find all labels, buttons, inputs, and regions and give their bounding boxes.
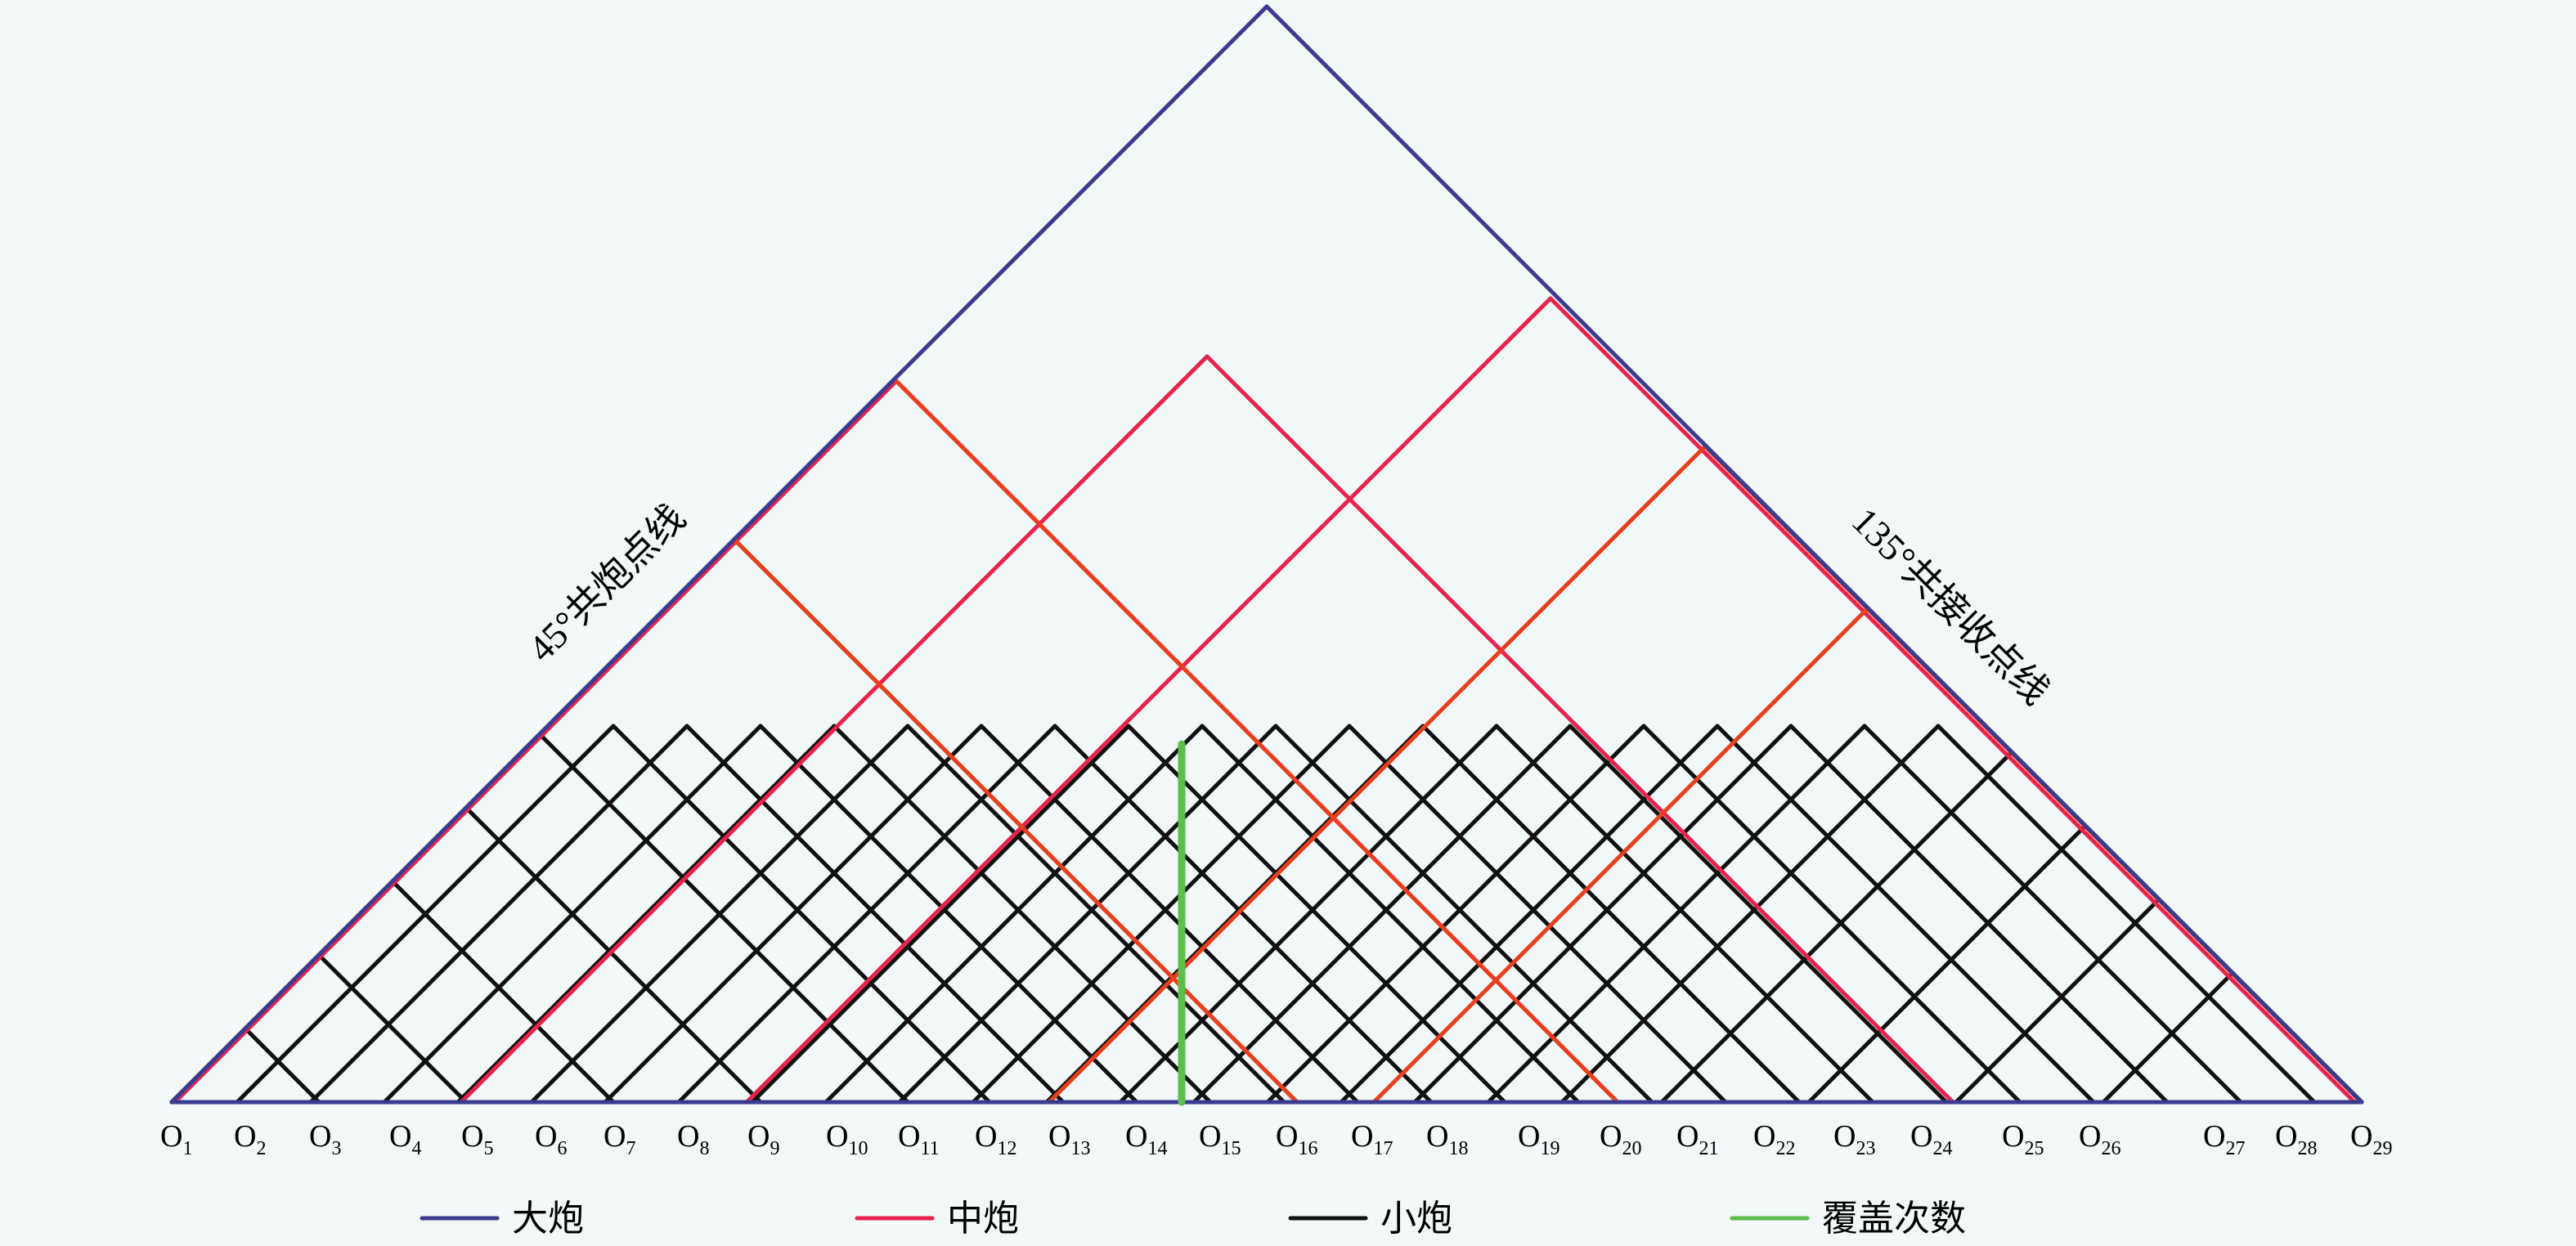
right-edge-label: 135°共接收点线 bbox=[1844, 500, 2058, 713]
small-shot-line bbox=[905, 724, 1286, 1105]
station-label: O6 bbox=[535, 1119, 567, 1159]
medium-shot-line bbox=[1371, 606, 1870, 1105]
station-label: O13 bbox=[1048, 1119, 1090, 1159]
station-label: O5 bbox=[461, 1119, 493, 1159]
legend-label: 小炮 bbox=[1380, 1199, 1452, 1239]
left-edge-label: 45°共炮点线 bbox=[520, 496, 693, 670]
station-label: O16 bbox=[1276, 1119, 1317, 1159]
small-shot-line bbox=[1200, 724, 1581, 1105]
medium-shot-line bbox=[1205, 354, 1955, 1105]
small-shot-line bbox=[971, 724, 1352, 1105]
station-label: O26 bbox=[2079, 1119, 2120, 1159]
station-label: O19 bbox=[1518, 1119, 1560, 1159]
station-label: O7 bbox=[604, 1119, 635, 1159]
small-shot-line bbox=[308, 724, 689, 1105]
small-shot-line bbox=[1806, 823, 2088, 1105]
small-shot-line bbox=[603, 724, 984, 1105]
small-shot-line bbox=[1788, 724, 2170, 1105]
station-label: O24 bbox=[1910, 1119, 1952, 1159]
station-label: O14 bbox=[1125, 1119, 1167, 1159]
station-label: O23 bbox=[1833, 1119, 1875, 1159]
legend-label: 中炮 bbox=[947, 1199, 1019, 1239]
small-shot-line bbox=[2101, 970, 2235, 1105]
small-shot-line bbox=[456, 724, 837, 1105]
medium-shot-line bbox=[894, 379, 1620, 1105]
small-shot-line bbox=[676, 724, 1057, 1105]
legend-label: 大炮 bbox=[512, 1199, 584, 1239]
small-shot-line bbox=[1862, 724, 2243, 1105]
station-label: O3 bbox=[309, 1119, 341, 1159]
small-shot-line bbox=[235, 724, 616, 1105]
small-shot-line bbox=[1339, 724, 1720, 1105]
small-shot-line bbox=[537, 732, 910, 1105]
small-shot-line bbox=[243, 1026, 321, 1105]
small-shot-line bbox=[1420, 724, 1802, 1105]
station-label: O27 bbox=[2203, 1119, 2245, 1159]
small-shot-line bbox=[1560, 724, 1941, 1105]
small-shot-line bbox=[824, 724, 1205, 1105]
small-shot-line bbox=[1192, 724, 1573, 1105]
medium-shot-line bbox=[744, 296, 1553, 1105]
medium-shot-line bbox=[1548, 296, 2357, 1105]
small-shot-line bbox=[1659, 750, 2014, 1105]
large-shot-triangle bbox=[169, 4, 2364, 1105]
station-label: O17 bbox=[1351, 1119, 1393, 1159]
station-label: O11 bbox=[898, 1119, 940, 1159]
station-label: O29 bbox=[2350, 1119, 2392, 1159]
station-label: O15 bbox=[1199, 1119, 1241, 1159]
small-shot-line bbox=[1715, 724, 2096, 1105]
medium-shot-line bbox=[459, 354, 1209, 1105]
station-label: O28 bbox=[2275, 1119, 2317, 1159]
station-label: O20 bbox=[1600, 1119, 1641, 1159]
small-shot-line bbox=[1954, 897, 2161, 1105]
small-shot-line bbox=[464, 805, 763, 1105]
station-label: O22 bbox=[1753, 1119, 1795, 1159]
large-shot-left-edge bbox=[169, 4, 1269, 1105]
medium-shot-line bbox=[1047, 444, 1708, 1105]
station-label: O4 bbox=[389, 1119, 421, 1159]
station-label: O25 bbox=[2002, 1119, 2044, 1159]
medium-shot-line bbox=[173, 379, 899, 1105]
legend: 大炮 中炮 小炮 覆盖次数 bbox=[420, 1199, 1966, 1239]
small-shot-line bbox=[1118, 724, 1499, 1105]
small-shot-line bbox=[1412, 724, 1793, 1105]
small-shot-lines bbox=[169, 724, 2364, 1105]
small-shot-line bbox=[611, 724, 992, 1105]
small-shot-line bbox=[1486, 724, 1867, 1105]
small-shot-line bbox=[758, 724, 1139, 1105]
small-shot-line bbox=[529, 724, 910, 1105]
station-label: O2 bbox=[234, 1119, 266, 1159]
station-label: O1 bbox=[160, 1119, 192, 1159]
small-shot-line bbox=[316, 952, 469, 1105]
small-shot-line bbox=[1494, 724, 1875, 1105]
small-shot-line bbox=[390, 879, 616, 1105]
small-shot-line bbox=[1052, 724, 1434, 1105]
station-labels: O1 O2 O3 O4 O5 O6 O7 O8 O9 O10 O11 O12 O13 O14 O15 O16 O… bbox=[160, 1119, 2392, 1159]
medium-shot-line bbox=[732, 537, 1299, 1105]
station-label: O12 bbox=[975, 1119, 1016, 1159]
small-shot-line bbox=[1265, 724, 1646, 1105]
station-label: O8 bbox=[677, 1119, 709, 1159]
small-shot-line bbox=[684, 724, 1066, 1105]
station-label: O18 bbox=[1426, 1119, 1468, 1159]
large-shot-right-edge bbox=[1264, 4, 2364, 1105]
legend-label: 覆盖次数 bbox=[1822, 1199, 1966, 1239]
small-shot-line bbox=[897, 724, 1278, 1105]
small-shot-line bbox=[382, 724, 763, 1105]
small-shot-line bbox=[832, 724, 1213, 1105]
station-label: O21 bbox=[1676, 1119, 1718, 1159]
small-shot-line bbox=[1126, 724, 1507, 1105]
small-shot-line bbox=[1273, 724, 1654, 1105]
small-shot-line bbox=[1936, 724, 2317, 1105]
small-shot-line bbox=[1568, 724, 1949, 1105]
small-shot-line bbox=[750, 724, 1131, 1105]
small-shot-line bbox=[1641, 724, 2022, 1105]
station-label: O10 bbox=[826, 1119, 868, 1159]
small-shot-line bbox=[1347, 724, 1728, 1105]
small-shot-line bbox=[979, 724, 1360, 1105]
station-label: O9 bbox=[747, 1119, 779, 1159]
